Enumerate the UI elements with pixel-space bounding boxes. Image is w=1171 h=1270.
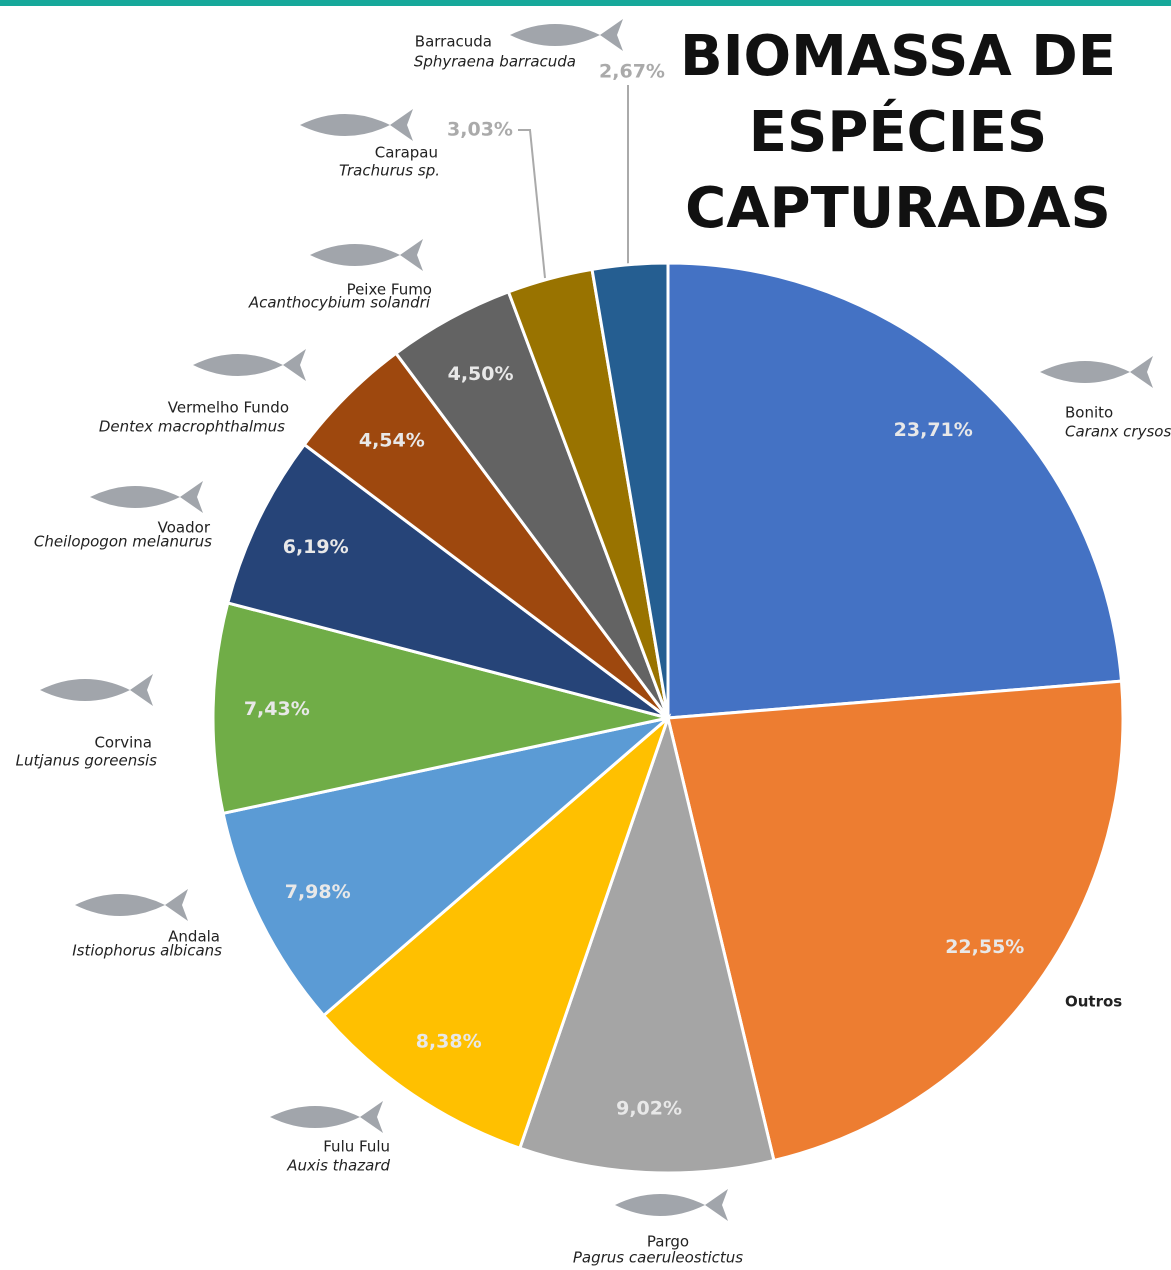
value-label: 4,50%: [448, 363, 514, 385]
scientific-name: Cheilopogon melanurus: [34, 533, 212, 551]
fish-icon: [270, 1101, 383, 1133]
value-label: 22,55%: [945, 936, 1024, 958]
top-bar: [0, 0, 1171, 6]
value-label: 2,67%: [599, 61, 665, 83]
chart-title: CAPTURADAS: [685, 176, 1111, 241]
fish-icon: [90, 481, 203, 513]
chart-title: ESPÉCIES: [749, 99, 1047, 165]
fish-icon: [310, 239, 423, 271]
value-label: 3,03%: [447, 119, 513, 141]
scientific-name: Dentex macrophthalmus: [99, 418, 285, 436]
pie-slice: [221, 716, 669, 1018]
pie-slice: [666, 679, 1125, 1163]
chart-title: BIOMASSA DE: [680, 24, 1116, 89]
fish-icon: [615, 1189, 728, 1221]
value-label: 23,71%: [894, 419, 973, 441]
fish-icon: [75, 889, 188, 921]
category-label: Peixe Fumo: [347, 281, 432, 299]
category-label: Outros: [1065, 993, 1122, 1011]
scientific-name: Istiophorus albicans: [72, 942, 222, 960]
value-label: 7,43%: [244, 698, 310, 720]
scientific-name: Acanthocybium solandri: [248, 294, 431, 312]
pie-slice: [225, 442, 669, 720]
value-label: 8,38%: [416, 1031, 482, 1053]
category-label: Andala: [168, 928, 220, 946]
scientific-name: Lutjanus goreensis: [16, 752, 158, 770]
value-label: 7,98%: [285, 881, 351, 903]
fish-icon: [1040, 356, 1153, 388]
value-label: 9,02%: [616, 1097, 682, 1119]
category-label: Fulu Fulu: [323, 1138, 390, 1156]
category-label: Barracuda: [415, 33, 492, 51]
category-label: Bonito: [1065, 404, 1113, 422]
pie-slice: [321, 713, 672, 1151]
category-label: Vermelho Fundo: [168, 399, 289, 417]
pie-slice: [517, 712, 776, 1175]
leader-line: [518, 129, 546, 279]
category-label: Voador: [158, 519, 211, 537]
fish-icon: [510, 19, 623, 51]
scientific-name: Caranx crysos: [1065, 423, 1171, 441]
scientific-name: Auxis thazard: [286, 1157, 390, 1175]
pie-slice: [590, 261, 670, 719]
value-label: 4,54%: [359, 429, 425, 451]
category-label: Corvina: [94, 734, 152, 752]
pie-slice: [211, 601, 669, 816]
scientific-name: Pagrus caeruleostictus: [573, 1249, 743, 1267]
category-label: Pargo: [647, 1233, 689, 1251]
value-label: 6,19%: [283, 536, 349, 558]
scientific-name: Trachurus sp.: [339, 162, 440, 180]
pie-slice: [666, 261, 1124, 720]
fish-icon: [193, 349, 306, 381]
fish-icon: [40, 674, 153, 706]
scientific-name: Sphyraena barracuda: [414, 53, 576, 71]
fish-icon: [300, 109, 413, 141]
category-label: Carapau: [375, 144, 438, 162]
